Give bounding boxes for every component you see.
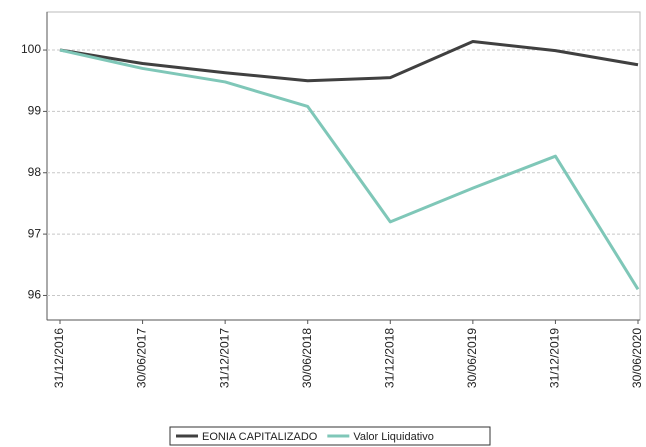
line-series (59, 48, 640, 291)
x-tick-label: 30/06/2018 (300, 328, 314, 388)
y-tick-label: 97 (28, 226, 42, 240)
legend-label: Valor Liquidativo (353, 431, 434, 443)
y-tick-label: 98 (28, 165, 42, 179)
x-tick-label: 31/12/2018 (382, 328, 396, 388)
x-tick-label: 30/06/2020 (630, 328, 644, 388)
x-tick-label: 31/12/2017 (217, 328, 231, 388)
y-tick-label: 100 (21, 42, 41, 56)
legend-label: EONIA CAPITALIZADO (202, 431, 318, 443)
plot-frame (46, 11, 641, 321)
y-tick-label: 99 (28, 104, 42, 118)
y-tick-label: 96 (28, 288, 42, 302)
line-series (59, 39, 639, 83)
x-tick-label: 31/12/2019 (548, 328, 562, 388)
x-tick-label: 31/12/2016 (52, 328, 66, 388)
x-tick-label: 30/06/2017 (135, 328, 149, 388)
x-tick-label: 30/06/2019 (465, 328, 479, 388)
